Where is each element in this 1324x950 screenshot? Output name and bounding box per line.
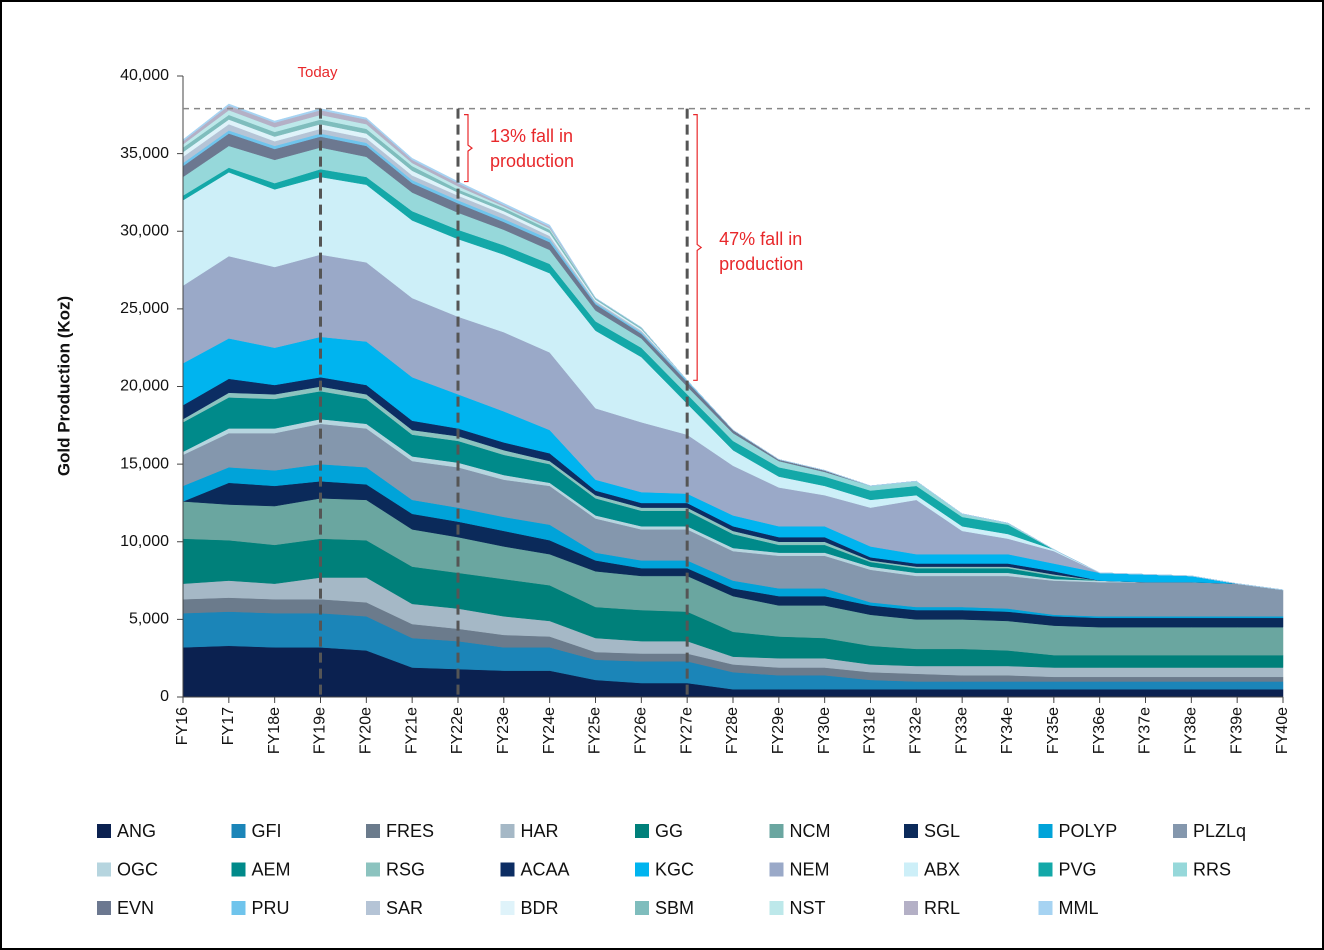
bracket (464, 114, 473, 183)
annotation: production (719, 254, 803, 274)
legend-swatch (1173, 862, 1187, 877)
x-tick-label: FY17 (220, 707, 237, 745)
legend-label: AEM (252, 859, 291, 879)
legend-swatch (1038, 901, 1053, 915)
legend-label: HAR (521, 821, 559, 841)
legend-label: BDR (521, 898, 559, 918)
legend-swatch (500, 824, 515, 838)
legend-label: RRL (924, 898, 960, 918)
legend-label: SBM (655, 898, 694, 918)
annotation: 47% fall in (719, 229, 802, 249)
x-tick-label: FY18e (266, 707, 283, 754)
legend-label: GG (655, 821, 683, 841)
y-tick-label: 5,000 (129, 611, 169, 628)
x-tick-label: FY25e (587, 707, 604, 754)
legend-label: NCM (790, 821, 831, 841)
x-tick-label: FY22e (449, 707, 466, 754)
y-axis-label: Gold Production (Koz) (54, 296, 73, 476)
legend-swatch (1173, 824, 1187, 838)
legend-swatch (769, 901, 784, 915)
legend-label: ACAA (521, 859, 570, 879)
x-tick-label: FY30e (816, 707, 833, 754)
legend-swatch (97, 862, 111, 877)
legend-swatch (97, 824, 111, 838)
y-tick-label: 10,000 (120, 533, 169, 550)
x-tick-label: FY38e (1183, 707, 1200, 754)
x-tick-label: FY24e (541, 707, 558, 754)
legend-label: GFI (252, 821, 282, 841)
legend-swatch (500, 862, 515, 877)
x-tick-label: FY29e (770, 707, 787, 754)
legend-label: OGC (117, 859, 158, 879)
x-tick-label: FY16 (174, 707, 191, 745)
legend-label: ANG (117, 821, 156, 841)
legend-swatch (231, 901, 246, 915)
y-tick-label: 0 (160, 688, 169, 705)
y-tick-label: 20,000 (120, 378, 169, 395)
x-tick-label: FY21e (403, 707, 420, 754)
legend-swatch (231, 862, 246, 877)
x-tick-label: FY34e (999, 707, 1016, 754)
legend-swatch (500, 901, 515, 915)
x-tick-label: FY27e (678, 707, 695, 754)
x-tick-label: FY36e (1091, 707, 1108, 754)
area (182, 103, 1284, 591)
x-tick-label: FY40e (1274, 707, 1291, 754)
legend-label: NEM (790, 859, 830, 879)
y-tick-label: 40,000 (120, 67, 169, 84)
x-tick-label: FY23e (495, 707, 512, 754)
x-tick-label: FY32e (908, 707, 925, 754)
legend-swatch (904, 824, 918, 838)
legend-swatch (231, 824, 246, 838)
legend-label: ABX (924, 859, 960, 879)
x-tick-label: FY35e (1045, 707, 1062, 754)
annotation: Today (297, 64, 338, 81)
legend-label: SGL (924, 821, 960, 841)
legend-label: SAR (386, 898, 423, 918)
legend-label: NST (790, 898, 826, 918)
legend-swatch (97, 901, 111, 915)
legend-swatch (904, 862, 918, 877)
legend-label: EVN (117, 898, 154, 918)
legend-swatch (1038, 862, 1053, 877)
legend-label: KGC (655, 859, 694, 879)
bracket (693, 114, 703, 381)
legend-swatch (635, 824, 649, 838)
y-tick-label: 25,000 (120, 300, 169, 317)
y-tick-label: 15,000 (120, 455, 169, 472)
legend-label: RSG (386, 859, 425, 879)
legend-swatch (904, 901, 918, 915)
legend-label: PVG (1059, 859, 1097, 879)
legend-label: MML (1059, 898, 1099, 918)
legend-label: PRU (252, 898, 290, 918)
legend-label: RRS (1193, 859, 1231, 879)
x-tick-label: FY28e (724, 707, 741, 754)
x-tick-label: FY26e (633, 707, 650, 754)
legend-swatch (366, 824, 380, 838)
x-tick-label: FY39e (1228, 707, 1245, 754)
legend-swatch (635, 901, 649, 915)
legend-swatch (366, 901, 380, 915)
legend-label: FRES (386, 821, 434, 841)
x-tick-label: FY20e (358, 707, 375, 754)
annotation: production (490, 151, 574, 171)
x-tick-label: FY37e (1137, 707, 1154, 754)
x-tick-label: FY31e (862, 707, 879, 754)
legend-swatch (769, 862, 784, 877)
legend-swatch (366, 862, 380, 877)
legend-swatch (635, 862, 649, 877)
legend-swatch (769, 824, 784, 838)
legend-swatch (1038, 824, 1053, 838)
annotation: 13% fall in (490, 126, 573, 146)
y-tick-label: 35,000 (120, 145, 169, 162)
y-tick-label: 30,000 (120, 222, 169, 239)
x-tick-label: FY33e (953, 707, 970, 754)
legend-label: PLZLq (1193, 821, 1246, 841)
x-tick-label: FY19e (312, 707, 329, 754)
legend-label: POLYP (1059, 821, 1118, 841)
